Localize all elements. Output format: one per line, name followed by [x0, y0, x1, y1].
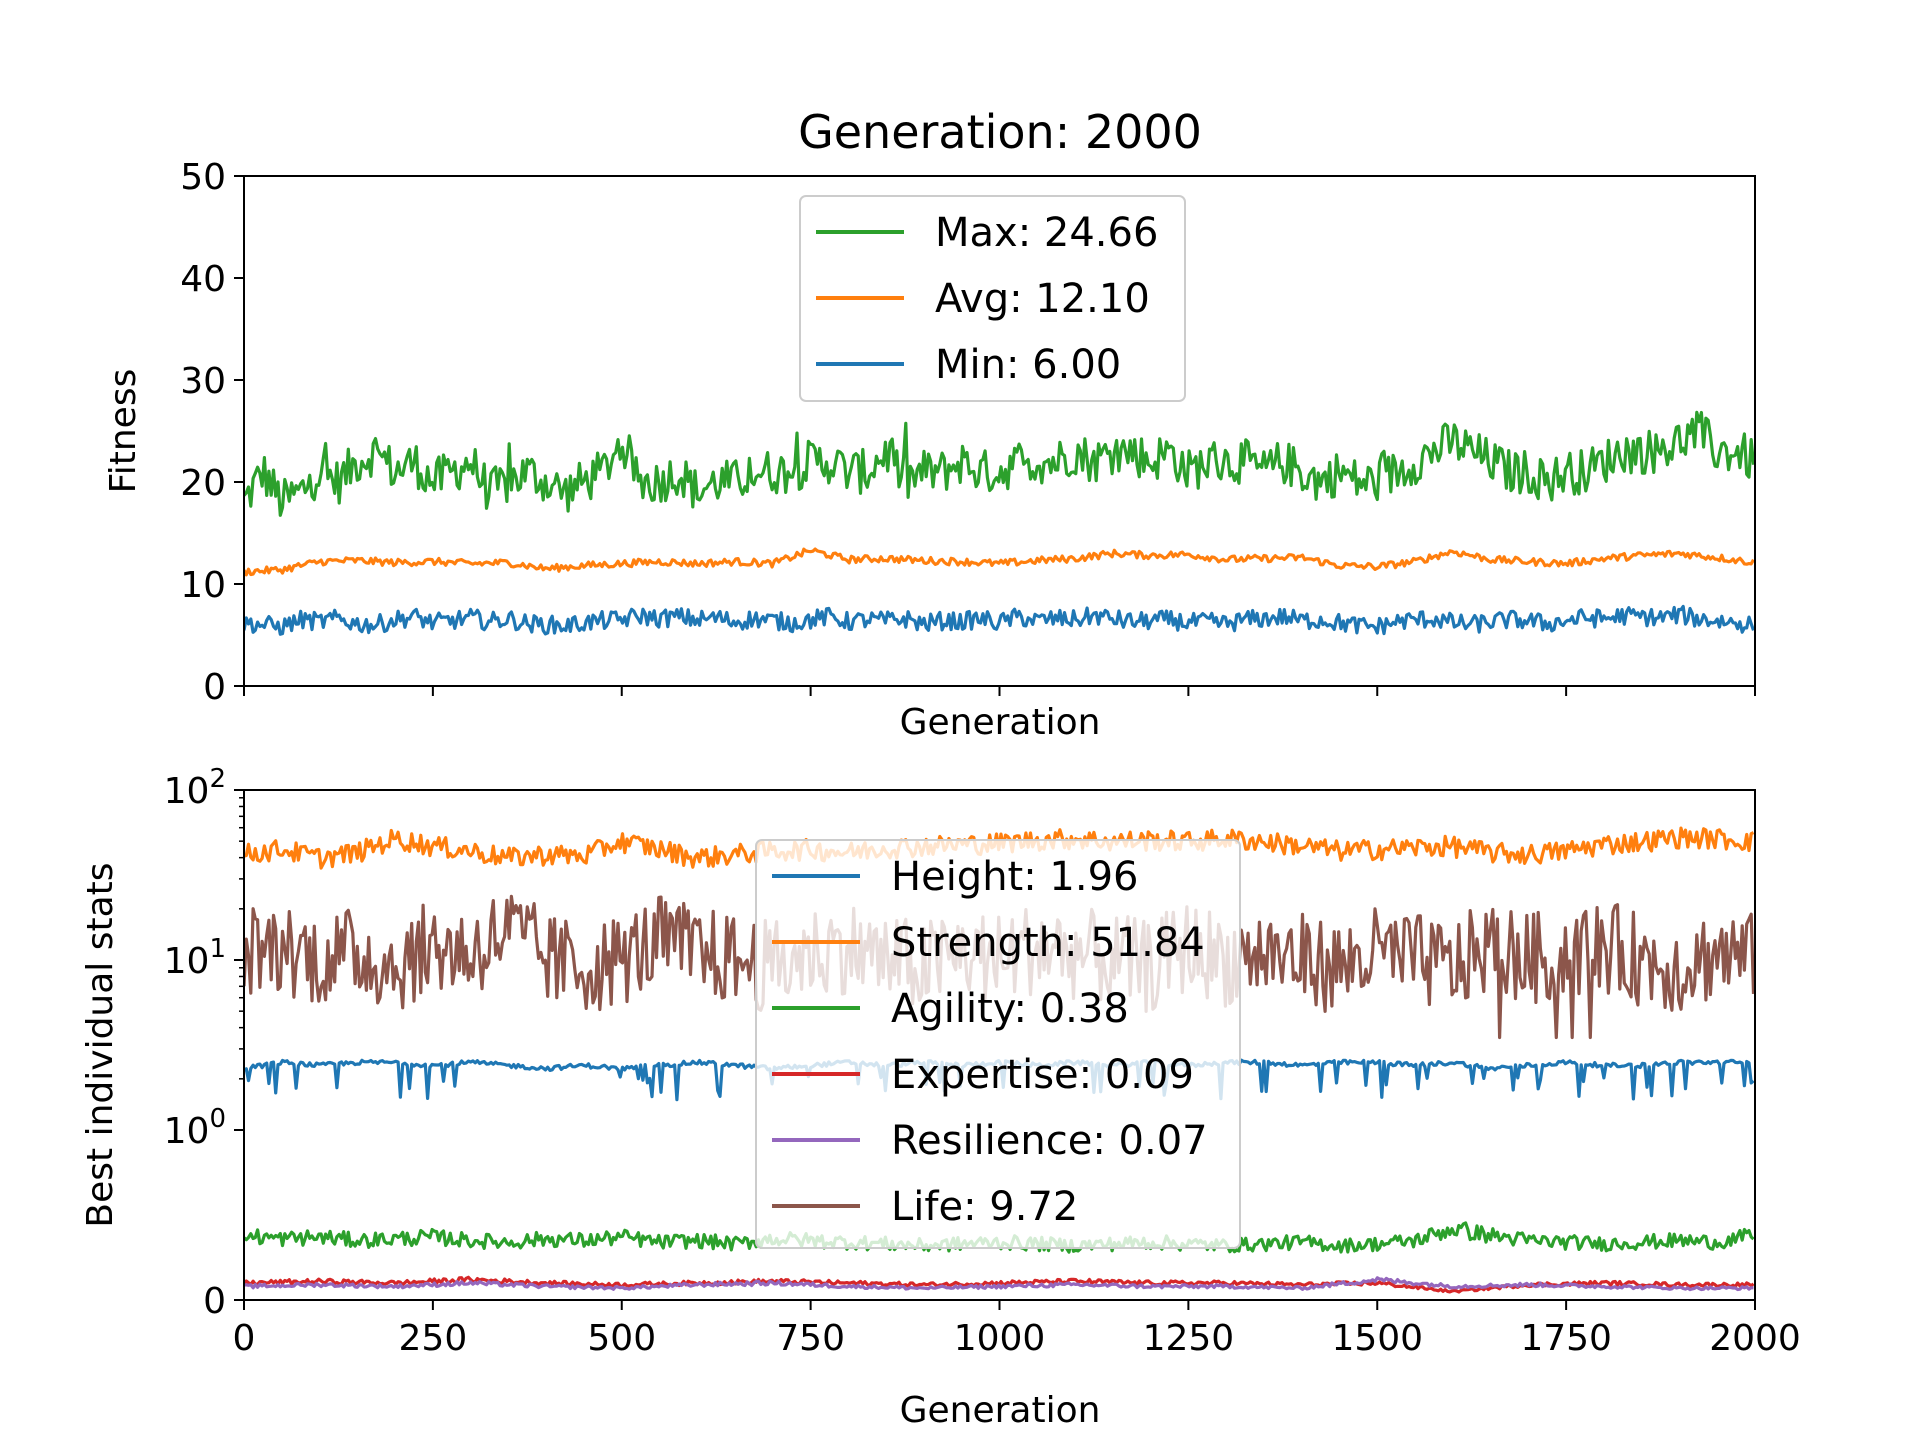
stats-legend-label: Life: 9.72: [891, 1184, 1078, 1230]
fitness-series-line-min-6-00: [244, 604, 1755, 636]
stats-legend-label: Height: 1.96: [891, 854, 1138, 900]
stats-x-tick-label: 1750: [1520, 1318, 1612, 1359]
stats-legend-box: [755, 839, 1241, 1249]
fitness-series-group: [244, 410, 1755, 636]
stats-x-tick-label: 500: [587, 1318, 656, 1359]
fitness-y-tick-label: 0: [203, 667, 226, 708]
fitness-y-tick-label: 10: [180, 565, 226, 606]
fitness-y-tick-label: 50: [180, 157, 226, 198]
stats-legend-label: Resilience: 0.07: [891, 1118, 1208, 1164]
stats-x-tick-label: 1500: [1331, 1318, 1423, 1359]
fitness-series-line-avg-12-10: [244, 547, 1755, 577]
stats-x-tick-label: 250: [399, 1318, 468, 1359]
stats-panel: 0 100 101 102 0 250 500 750 1000 1250 1500 1750 200…: [80, 764, 1801, 1431]
fitness-y-tick-label: 40: [180, 259, 226, 300]
fitness-legend-label: Max: 24.66: [935, 210, 1158, 256]
stats-legend-label: Expertise: 0.09: [891, 1052, 1194, 1098]
fitness-legend: Max: 24.66 Avg: 12.10 Min: 6.00: [799, 195, 1186, 402]
fitness-y-axis-label: Fitness: [103, 369, 144, 494]
stats-y-tick-label: 0: [203, 1281, 226, 1322]
fitness-legend-label: Avg: 12.10: [935, 276, 1150, 322]
stats-legend-label: Agility: 0.38: [891, 986, 1129, 1032]
fitness-y-tick-label: 30: [180, 361, 226, 402]
fitness-panel: 0 10 20 30 40 50 Generation Fitness Max: 24.6…: [103, 157, 1756, 743]
chart-title: Generation: 2000: [798, 105, 1202, 159]
stats-x-axis-label: Generation: [900, 1390, 1101, 1431]
stats-legend-label: Strength: 51.84: [891, 920, 1205, 966]
fitness-legend-box: [799, 195, 1186, 402]
stats-y-ticks: 0 100 101 102: [164, 764, 244, 1322]
stats-y-axis-label: Best individual stats: [80, 862, 121, 1227]
fitness-y-ticks: 0 10 20 30 40 50: [180, 157, 244, 708]
stats-x-tick-label: 1000: [954, 1318, 1046, 1359]
fitness-x-axis-label: Generation: [900, 702, 1101, 743]
stats-x-tick-label: 1250: [1143, 1318, 1235, 1359]
fitness-x-ticks: [243, 686, 1756, 696]
stats-x-tick-label: 750: [776, 1318, 845, 1359]
stats-x-tick-label: 2000: [1709, 1318, 1801, 1359]
stats-y-tick-label: 100: [164, 1104, 226, 1152]
fitness-legend-label: Min: 6.00: [935, 342, 1121, 388]
stats-y-tick-label: 101: [164, 934, 226, 982]
stats-legend: Height: 1.96 Strength: 51.84 Agility: 0.38…: [755, 839, 1241, 1249]
stats-series-line-resilience-0-07: [244, 1276, 1754, 1292]
stats-x-ticks: 0 250 500 750 1000 1250 1500 1750 2000: [233, 1300, 1801, 1359]
stats-y-tick-label: 102: [164, 764, 226, 812]
fitness-series-line-max-24-66: [244, 410, 1755, 517]
stats-x-tick-label: 0: [233, 1318, 256, 1359]
fitness-y-tick-label: 20: [180, 463, 226, 504]
